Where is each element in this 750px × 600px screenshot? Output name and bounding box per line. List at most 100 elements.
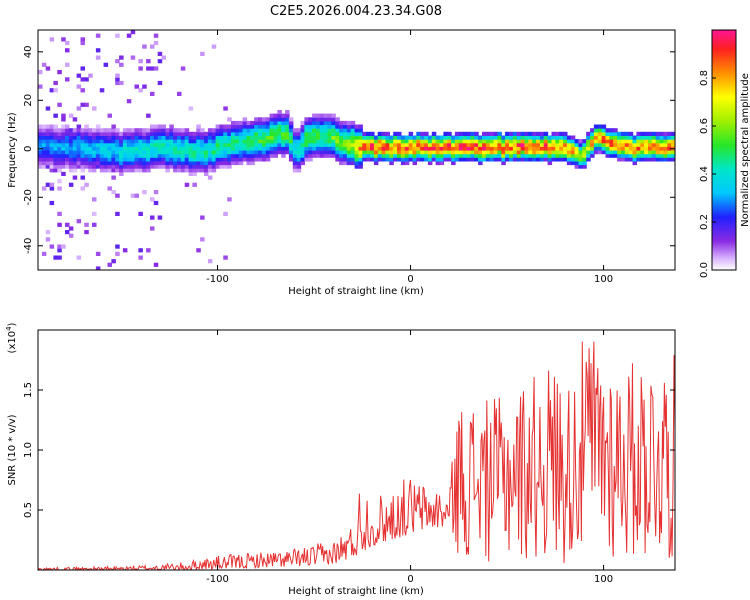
- heatmap-cell: [509, 135, 514, 140]
- heatmap-cell: [590, 135, 595, 140]
- heatmap-cell: [628, 157, 634, 162]
- heatmap-cell: [362, 153, 367, 158]
- heatmap-cell: [323, 142, 329, 147]
- heatmap-cell: [231, 124, 236, 129]
- heatmap-cell: [207, 146, 213, 151]
- heatmap-cell: [346, 131, 352, 136]
- heatmap-cell: [655, 150, 661, 155]
- heatmap-cell: [234, 124, 240, 129]
- heatmap-cell: [273, 139, 278, 144]
- heatmap-cell: [497, 135, 502, 140]
- heatmap-cell: [474, 139, 479, 144]
- heatmap-cell: [119, 131, 124, 136]
- heatmap-cell: [281, 153, 286, 158]
- heatmap-cell: [246, 146, 251, 151]
- heatmap-cell: [555, 131, 560, 136]
- heatmap-cell: [458, 139, 464, 144]
- heatmap-cell: [57, 139, 62, 144]
- heatmap-cell: [53, 255, 58, 260]
- heatmap-cell: [377, 139, 383, 144]
- heatmap-cell: [292, 139, 298, 144]
- heatmap-cell: [331, 142, 336, 147]
- heatmap-cell: [532, 150, 537, 155]
- heatmap-cell: [223, 255, 228, 260]
- heatmap-cell: [288, 135, 294, 140]
- heatmap-cell: [319, 150, 325, 155]
- heatmap-cell: [292, 168, 298, 173]
- heatmap-cell: [362, 139, 367, 144]
- heatmap-cell: [528, 153, 533, 158]
- heatmap-cell: [590, 150, 595, 155]
- heatmap-cell: [296, 131, 302, 136]
- heatmap-cell: [57, 157, 62, 162]
- heatmap-cell: [207, 150, 213, 155]
- heatmap-cell: [258, 146, 263, 151]
- heatmap-cell: [242, 142, 248, 147]
- heatmap-cell: [68, 139, 74, 144]
- heatmap-cell: [524, 153, 529, 158]
- heatmap-cell: [570, 157, 576, 162]
- heatmap-cell: [215, 157, 221, 162]
- heatmap-cell: [80, 131, 85, 136]
- heatmap-cell: [200, 237, 205, 242]
- heatmap-cell: [61, 37, 66, 42]
- heatmap-cell: [115, 153, 120, 158]
- heatmap-cell: [254, 124, 259, 129]
- heatmap-cell: [200, 146, 205, 151]
- heatmap-cell: [165, 153, 170, 158]
- heatmap-cell: [651, 146, 657, 151]
- heatmap-cell: [254, 153, 259, 158]
- heatmap-cell: [157, 160, 163, 166]
- heatmap-cell: [173, 150, 178, 155]
- heatmap-cell: [516, 157, 522, 162]
- heatmap-cell: [605, 153, 610, 158]
- heatmap-cell: [659, 131, 665, 136]
- heatmap-cell: [80, 37, 85, 42]
- heatmap-cell: [130, 164, 136, 169]
- heatmap-cell: [482, 131, 487, 136]
- heatmap-cell: [130, 131, 136, 136]
- heatmap-cell: [119, 142, 124, 147]
- heatmap-cell: [497, 142, 502, 147]
- heatmap-cell: [215, 150, 221, 155]
- heatmap-cell: [76, 124, 82, 129]
- heatmap-cell: [474, 131, 479, 136]
- heatmap-cell: [84, 146, 89, 151]
- heatmap-cell: [482, 157, 487, 162]
- heatmap-cell: [651, 157, 657, 162]
- heatmap-cell: [273, 135, 278, 140]
- heatmap-cell: [138, 164, 143, 169]
- heatmap-cell: [296, 160, 302, 166]
- heatmap-cell: [103, 168, 109, 173]
- heatmap-cell: [621, 157, 626, 162]
- heatmap-cell: [204, 146, 209, 151]
- heatmap-cell: [489, 150, 495, 155]
- heatmap-cell: [65, 62, 70, 67]
- heatmap-cell: [107, 164, 112, 169]
- heatmap-cell: [566, 142, 572, 147]
- heatmap-cell: [358, 124, 363, 129]
- heatmap-cell: [196, 139, 201, 144]
- heatmap-cell: [617, 157, 622, 162]
- heatmap-cell: [435, 139, 441, 144]
- heatmap-cell: [150, 197, 155, 202]
- heatmap-cell: [443, 153, 448, 158]
- heatmap-cell: [103, 160, 109, 166]
- heatmap-cell: [474, 142, 479, 147]
- heatmap-cell: [157, 59, 163, 64]
- heatmap-cell: [339, 146, 344, 151]
- heatmap-cell: [261, 124, 267, 129]
- heatmap-cell: [238, 157, 244, 162]
- heatmap-cell: [593, 150, 599, 155]
- heatmap-cell: [319, 120, 325, 126]
- heatmap-cell: [312, 131, 317, 136]
- heatmap-cell: [80, 186, 85, 191]
- heatmap-cell: [238, 135, 244, 140]
- heatmap-cell: [61, 146, 66, 151]
- heatmap-cell: [277, 120, 282, 126]
- heatmap-cell: [601, 131, 607, 136]
- heatmap-cell: [107, 131, 112, 136]
- heatmap-cell: [292, 131, 298, 136]
- heatmap-cell: [53, 80, 58, 86]
- heatmap-cell: [539, 142, 545, 147]
